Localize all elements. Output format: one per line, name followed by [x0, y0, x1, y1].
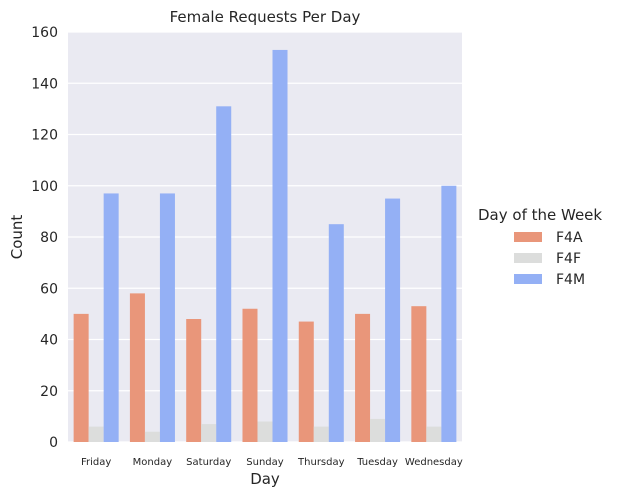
bar-f4m-monday — [159, 193, 175, 442]
bar-f4m-sunday — [272, 49, 288, 442]
y-tick-label: 0 — [49, 435, 58, 451]
y-tick-label: 120 — [31, 128, 58, 144]
y-tick-label: 100 — [31, 179, 58, 195]
bar-f4a-friday — [73, 313, 89, 442]
y-tick-label: 140 — [31, 76, 58, 92]
y-tick-label: 80 — [40, 230, 58, 246]
bar-f4a-tuesday — [355, 313, 371, 442]
bar-f4a-wednesday — [411, 306, 427, 442]
legend-swatch-f4m — [514, 274, 542, 284]
x-tick-label: Monday — [133, 457, 173, 468]
x-tick-label: Wednesday — [405, 457, 463, 468]
legend: Day of the Week F4A F4F F4M — [478, 206, 602, 288]
x-tick-label: Saturday — [186, 457, 231, 468]
bars — [73, 49, 457, 442]
legend-label-f4m: F4M — [556, 272, 585, 288]
legend-label-f4a: F4A — [556, 230, 583, 246]
legend-swatch-f4a — [514, 232, 542, 242]
bar-f4m-tuesday — [385, 198, 401, 442]
bar-f4a-sunday — [242, 308, 258, 442]
bar-f4a-saturday — [186, 319, 202, 442]
bar-f4f-wednesday — [426, 426, 442, 442]
bar-f4a-thursday — [298, 321, 314, 442]
x-tick-labels: Friday Monday Saturday Sunday Thursday Tuesda… — [81, 457, 463, 468]
bar-f4f-friday — [88, 426, 104, 442]
bar-f4f-thursday — [313, 426, 329, 442]
x-tick-label: Tuesday — [356, 457, 398, 468]
bar-f4m-friday — [103, 193, 119, 442]
y-tick-label: 40 — [40, 333, 58, 349]
bar-f4m-wednesday — [441, 185, 457, 442]
bar-f4f-saturday — [201, 424, 217, 442]
bar-f4m-saturday — [216, 106, 232, 442]
legend-swatch-f4f — [514, 253, 542, 263]
bar-f4f-tuesday — [370, 418, 386, 442]
x-tick-label: Sunday — [246, 457, 283, 468]
y-tick-label: 20 — [40, 384, 58, 400]
chart-title: Female Requests Per Day — [170, 8, 361, 26]
y-axis-label: Count — [8, 215, 26, 260]
bar-f4f-monday — [144, 431, 160, 442]
x-tick-label: Friday — [81, 457, 111, 468]
x-axis-label: Day — [250, 470, 280, 488]
y-tick-label: 160 — [31, 25, 58, 41]
bar-f4m-thursday — [328, 224, 344, 442]
bar-f4a-monday — [129, 293, 145, 442]
bar-f4f-sunday — [257, 421, 273, 442]
legend-title: Day of the Week — [478, 206, 602, 224]
legend-label-f4f: F4F — [556, 251, 581, 267]
x-tick-label: Thursday — [297, 457, 345, 468]
y-tick-label: 60 — [40, 281, 58, 297]
y-tick-labels: 0 20 40 60 80 100 120 140 160 — [31, 25, 58, 451]
